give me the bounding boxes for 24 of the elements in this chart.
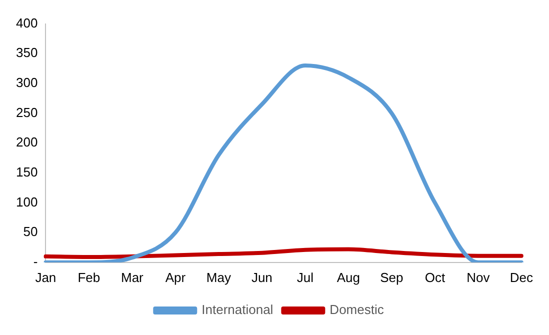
x-tick-label: Dec [510,270,534,285]
x-tick-label: Jul [296,270,314,285]
y-tick-label: 150 [16,164,38,180]
y-tick-label: 50 [23,224,38,240]
x-tick-label: Nov [466,270,490,285]
y-tick-label: 300 [16,75,38,90]
legend-label: Domestic [330,302,384,318]
x-tick-label: Jun [251,270,272,285]
line-series [44,247,524,260]
x-tick-label: Feb [78,270,100,285]
y-tick-label: 250 [16,104,38,120]
y-tick-label: - [33,254,38,269]
y-tick-label: 100 [16,194,38,210]
x-tick-label: Jan [35,270,56,285]
y-tick-label: 200 [16,134,38,150]
x-tick-label: Apr [165,270,186,285]
x-tick-label: Oct [424,270,446,285]
y-tick-label: 350 [16,45,38,60]
x-tick-label: Sep [380,270,404,285]
y-tick-label: 400 [16,15,38,30]
x-tick-label: Mar [120,270,144,285]
x-tick-label: May [206,270,232,285]
legend-label: International [202,302,274,318]
x-tick-label: Aug [336,270,360,285]
